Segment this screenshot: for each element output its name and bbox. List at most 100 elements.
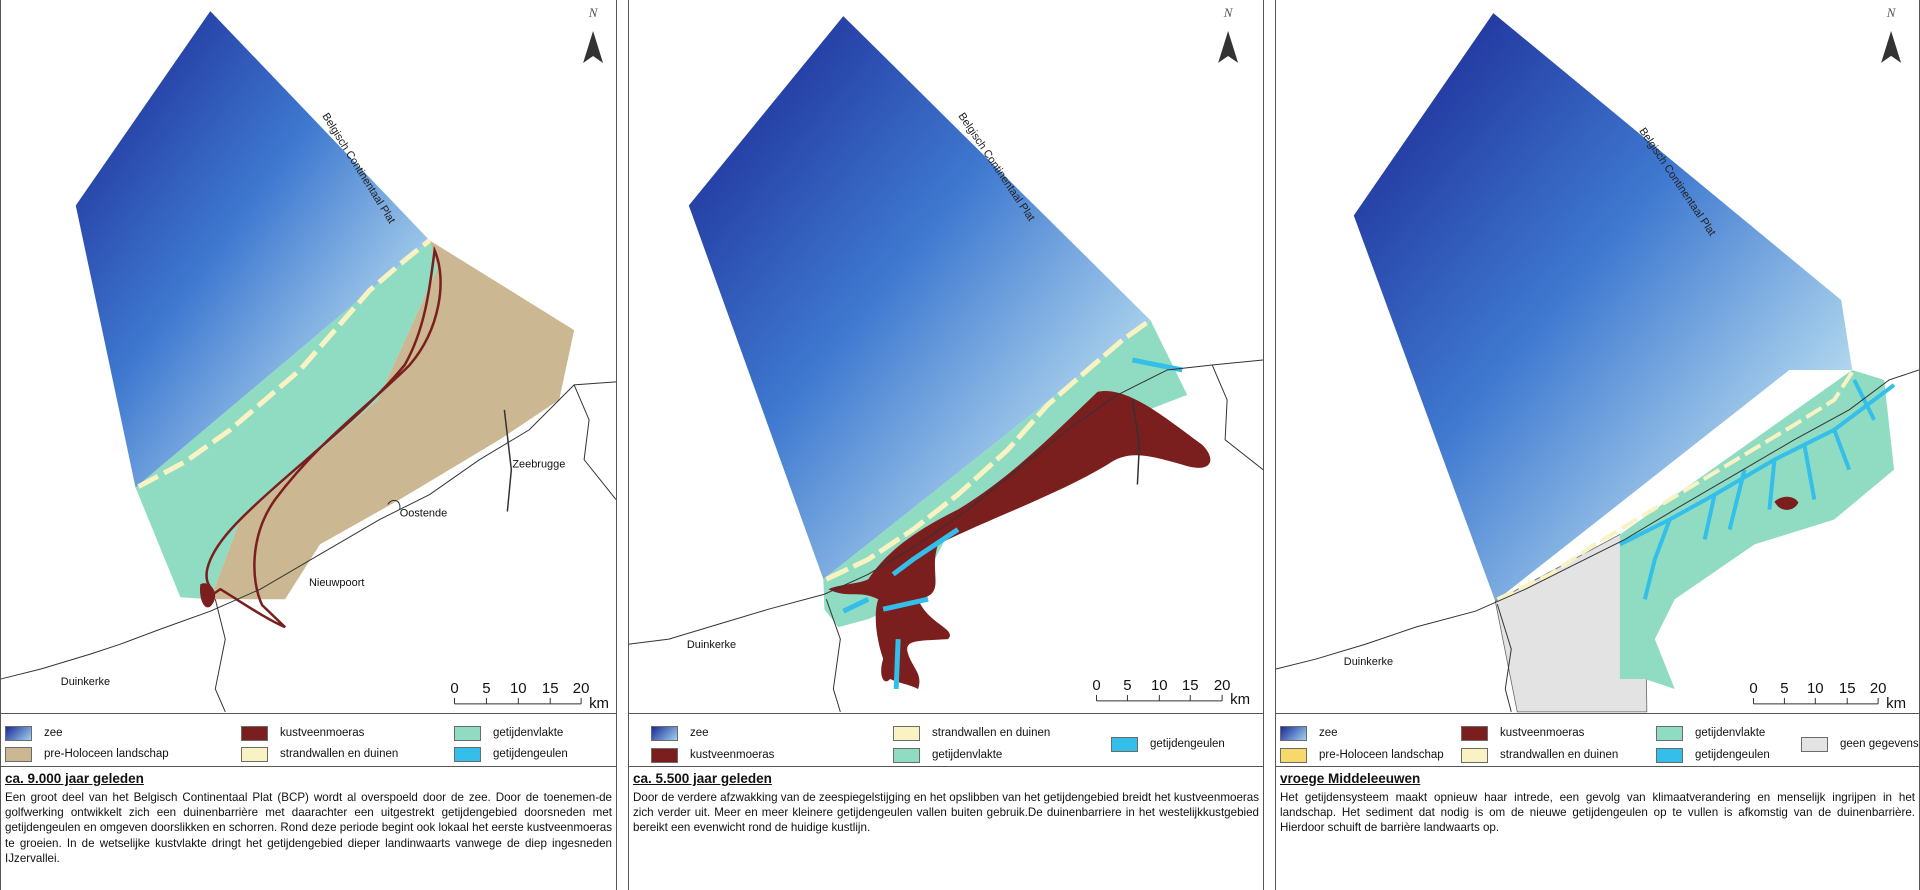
map-5500-svg: Belgisch Continentaal Plat Duinkerke N 0… (629, 5, 1263, 713)
border-line (825, 364, 1263, 713)
scale-tick-10: 10 (510, 680, 527, 697)
tidal-flat-area (1619, 369, 1895, 689)
legend-item-getijdengeulen: getijdengeulen (1656, 747, 1770, 763)
place-label-oostende: Oostende (400, 507, 448, 519)
scale-tick-15: 15 (1182, 677, 1199, 694)
caption: ca. 5.500 jaar geleden Door de verdere a… (633, 771, 1259, 836)
legend-label: strandwallen en duinen (280, 748, 399, 760)
tidal-channel (1619, 379, 1896, 600)
legend-swatch (1656, 725, 1683, 741)
legend-item-getijdengeulen: getijdengeulen (454, 746, 568, 762)
caption-text: Een groot deel van het Belgisch Continen… (5, 791, 612, 865)
map-5500: Belgisch Continentaal Plat Duinkerke N 0… (629, 0, 1263, 713)
legend-item-getijdengeulen: getijdengeulen (1111, 736, 1225, 752)
north-arrow-icon: N (1881, 5, 1902, 63)
map-9000-svg: Belgisch Continentaal Plat Zeebrugge Oos… (1, 5, 616, 713)
scale-tick-15: 15 (542, 680, 559, 697)
scale-tick-5: 5 (1780, 680, 1788, 697)
scale-unit: km (1886, 695, 1906, 712)
legend-label: geen gegevens (1840, 738, 1919, 750)
peat-patch (1774, 496, 1799, 510)
legend: zee kustveenmoeras getijdenvlakte geen g… (1276, 713, 1919, 767)
legend-item-getijdenvlakte: getijdenvlakte (1656, 725, 1765, 741)
legend-label: zee (1319, 727, 1338, 739)
caption: ca. 9.000 jaar geleden Een groot deel va… (5, 771, 612, 866)
caption: vroege Middeleeuwen Het getijdensysteem … (1280, 771, 1915, 836)
legend-item-strandwallen: strandwallen en duinen (1461, 747, 1618, 763)
legend-swatch (1111, 736, 1138, 752)
legend-label: kustveenmoeras (280, 727, 365, 739)
peat-patch (200, 583, 216, 608)
tidal-flat-area (135, 240, 438, 600)
legend-swatch (1280, 725, 1307, 741)
legend-label: getijdenvlakte (493, 727, 564, 739)
dunes-line (137, 238, 432, 489)
pre-holocene-area (210, 240, 575, 600)
legend-swatch (651, 747, 678, 763)
legend-label: zee (44, 727, 63, 739)
legend-swatch (5, 725, 32, 741)
caption-title: ca. 5.500 jaar geleden (633, 771, 772, 786)
legend-swatch (1656, 747, 1683, 763)
map-panel-5500: Belgisch Continentaal Plat Duinkerke N 0… (628, 0, 1264, 890)
legend-label: pre-Holoceen landschap (44, 748, 169, 760)
caption-text: Het getijdensysteem maakt opnieuw haar i… (1280, 791, 1915, 835)
legend-label: getijdenvlakte (932, 749, 1003, 761)
legend-item-pre-holoceen: pre-Holoceen landschap (1280, 747, 1444, 763)
scale-tick-5: 5 (482, 680, 490, 697)
scale-unit: km (589, 695, 609, 712)
scale-tick-0: 0 (450, 680, 458, 697)
legend-item-getijdenvlakte: getijdenvlakte (893, 747, 1002, 763)
svg-text:N: N (1886, 5, 1897, 20)
legend-item-strandwallen: strandwallen en duinen (241, 746, 398, 762)
legend-swatch (651, 725, 678, 741)
coastline (629, 359, 1263, 645)
map-middeleeuwen: Belgisch Continentaal Plat Duinkerke N 0… (1276, 0, 1919, 713)
sea-area (1353, 13, 1853, 602)
border-line (214, 384, 616, 713)
place-label-duinkerke: Duinkerke (1344, 656, 1393, 668)
legend-swatch (893, 747, 920, 763)
legend-swatch (1801, 736, 1828, 752)
legend-label: pre-Holoceen landschap (1319, 749, 1444, 761)
scale-tick-10: 10 (1807, 680, 1824, 697)
legend: zee strandwallen en duinen getijdengeule… (629, 713, 1263, 767)
scale-tick-20: 20 (573, 680, 590, 697)
legend-label: getijdenvlakte (1695, 727, 1766, 739)
peat-boundary (201, 245, 442, 629)
legend-item-zee: zee (651, 725, 709, 741)
legend-swatch (454, 725, 481, 741)
scalebar: 0 5 10 15 20 km (1092, 677, 1250, 708)
legend-swatch (1461, 747, 1488, 763)
tidal-channel (842, 357, 1183, 690)
svg-text:N: N (1223, 5, 1234, 20)
legend-item-kustveenmoeras: kustveenmoeras (241, 725, 364, 741)
scale-tick-0: 0 (1092, 677, 1100, 694)
scale-tick-20: 20 (1870, 680, 1887, 697)
legend-label: getijdengeulen (1150, 738, 1225, 750)
map-panel-9000: Belgisch Continentaal Plat Zeebrugge Oos… (0, 0, 617, 890)
scale-unit: km (1230, 691, 1250, 708)
peat-area (828, 390, 1211, 689)
scale-tick-0: 0 (1749, 680, 1757, 697)
caption-title: vroege Middeleeuwen (1280, 771, 1421, 786)
legend-swatch (5, 746, 32, 762)
legend-label: strandwallen en duinen (1500, 749, 1619, 761)
scalebar: 0 5 10 15 20 km (1749, 680, 1906, 712)
legend-item-kustveenmoeras: kustveenmoeras (651, 747, 774, 763)
place-label-duinkerke: Duinkerke (61, 676, 110, 688)
legend-swatch (1280, 747, 1307, 763)
harbour-oostende (387, 499, 401, 510)
harbour-zeebrugge (503, 409, 513, 512)
place-label-nieuwpoort: Nieuwpoort (309, 577, 364, 589)
scalebar: 0 5 10 15 20 km (450, 680, 609, 712)
legend-item-zee: zee (5, 725, 63, 741)
legend-swatch (893, 725, 920, 741)
place-label-zeebrugge: Zeebrugge (512, 459, 565, 471)
map-middeleeuwen-svg: Belgisch Continentaal Plat Duinkerke N 0… (1276, 5, 1919, 713)
dunes-line (825, 318, 1152, 582)
legend-label: getijdengeulen (1695, 749, 1770, 761)
legend-swatch (241, 725, 268, 741)
scale-tick-5: 5 (1123, 677, 1131, 694)
sea-area (688, 16, 1151, 580)
